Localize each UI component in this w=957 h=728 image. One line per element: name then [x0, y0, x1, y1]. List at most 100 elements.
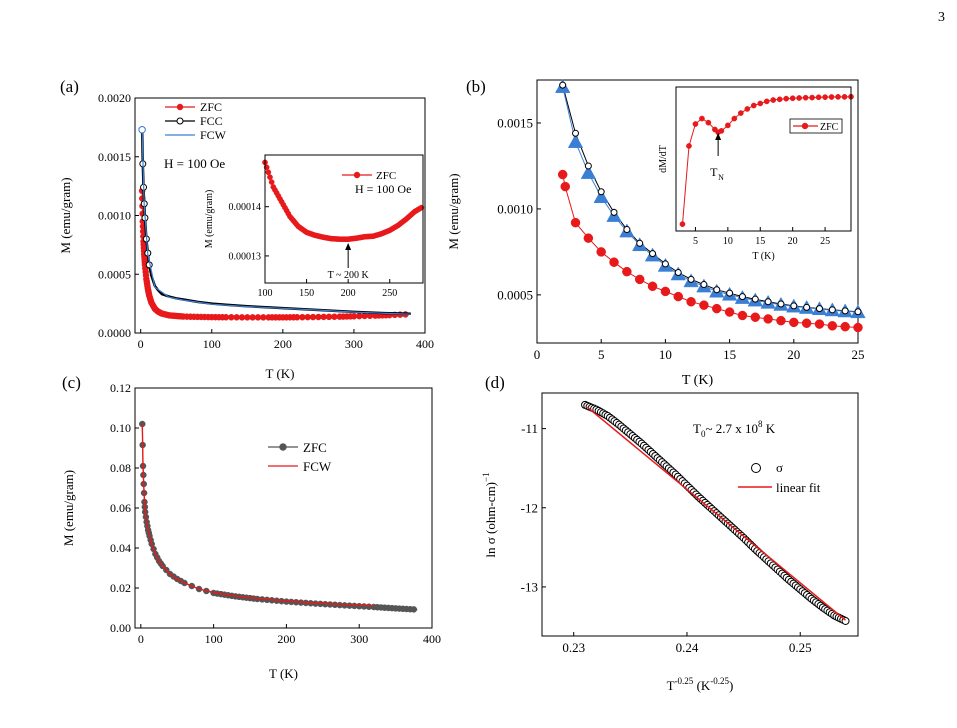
panel-b-inset-point — [770, 97, 777, 103]
panel-b-fcc-point — [661, 260, 669, 268]
panel-c-legend-zfc-marker — [279, 443, 287, 451]
panel-b-x-tick-label: 25 — [852, 347, 865, 362]
panel-d-frame — [541, 392, 859, 637]
panel-a-inset-x-tick-label: 150 — [299, 288, 314, 299]
panel-b-inset-point — [783, 95, 790, 102]
panel-a-ylabel: M (emu/gram) — [58, 177, 73, 253]
panel-b-inset-point — [737, 110, 744, 116]
panel-a-inset-frame — [264, 154, 424, 284]
panel-b-fcw-point — [567, 134, 584, 148]
panel-a-legend-fcc-marker — [176, 117, 184, 125]
panel-b-inset-point — [725, 122, 731, 129]
panel-c-y-tick-label: 0.12 — [110, 381, 131, 395]
panel-d: (d) 0.23 0.24 0.25 -11 -12 -13 T-0.25 (K-0.25) l… — [481, 373, 859, 693]
panel-b-y-tick-label: 0.0010 — [497, 201, 533, 216]
panel-d-x-tick-label: 0.23 — [562, 640, 585, 655]
panel-c-y-tick-label: 0.08 — [110, 461, 131, 475]
panel-d-ylabel: ln σ (ohm-cm)−1 — [481, 472, 498, 557]
panel-b-inset-bg — [676, 87, 851, 231]
panel-b-inset-x-tick-label: 10 — [723, 236, 733, 247]
panel-b-zfc-point — [737, 310, 748, 321]
panel-b-inset-point — [835, 94, 841, 100]
panel-a-y-tick-label: 0.0000 — [98, 326, 131, 340]
panel-a-legend-zfc-label: ZFC — [200, 100, 222, 114]
panel-a-xlabel: T (K) — [265, 366, 294, 381]
panel-b-inset-point — [796, 95, 802, 101]
panel-b-inset-point — [789, 95, 796, 102]
panel-a-fcw-line — [141, 130, 411, 315]
panel-a-inset-x-tick-label: 100 — [258, 288, 273, 299]
panel-c-zfc-point — [410, 606, 418, 613]
panel-b-zfc-point — [853, 322, 863, 333]
panel-b-inset-point — [815, 94, 822, 101]
panel-a-inset-arrow-label: T ~ 200 K — [328, 270, 370, 281]
panel-a-y-tick-label: 0.0020 — [98, 91, 131, 105]
panel-b-x-tick-label: 15 — [723, 347, 736, 362]
panel-c-x-tick-label: 100 — [205, 632, 223, 646]
panel-c-y-tick-label: 0.02 — [110, 581, 131, 595]
panel-a-x-tick-label: 100 — [203, 337, 221, 351]
panel-b-inset-arrow-label: T — [710, 165, 718, 179]
panel-c-xlabel: T (K) — [269, 666, 298, 681]
panel-b-fcw-point — [593, 189, 609, 203]
panel-b-zfc-point — [712, 303, 722, 314]
panel-b-fcc-point — [828, 306, 836, 314]
panel-a-inset-y-tick-label: 0.00013 — [229, 251, 262, 262]
panel-a-y-tick-label: 0.0015 — [98, 150, 131, 164]
panel-b-inset-legend-label: ZFC — [820, 122, 839, 133]
panel-b-fcc-point — [584, 162, 592, 170]
panel-d-legend-sigma-label: σ — [776, 460, 783, 475]
panel-a-x-tick-label: 200 — [274, 337, 292, 351]
panel-b-zfc-point — [634, 274, 645, 285]
panel-d-label: (d) — [485, 373, 505, 392]
panel-b-zfc-point — [622, 266, 632, 277]
panel-b-fcc-point — [687, 275, 695, 283]
panel-b-inset-arrow-head — [715, 133, 722, 140]
panel-c-x-tick-label: 0 — [138, 632, 144, 646]
panel-b-inset-point — [686, 143, 692, 149]
panel-a-y-tick-label: 0.0010 — [98, 209, 131, 223]
panel-a-inset-x-tick-label: 200 — [341, 288, 356, 299]
panel-b-fcc-point — [674, 269, 682, 277]
panel-b-inset-x-tick-label: 5 — [693, 236, 698, 247]
panel-b-zfc-point — [814, 319, 825, 329]
panel-b: (b) 0 5 10 15 20 25 0.0005 0.0010 0.0015 T (K) M (e… — [446, 77, 866, 388]
panel-b-fcc-point — [854, 308, 862, 316]
page-number: 3 — [938, 10, 945, 25]
panel-b-xlabel: T (K) — [682, 373, 714, 388]
panel-b-zfc-point — [557, 169, 568, 180]
panel-c-x-tick-label: 300 — [350, 632, 368, 646]
panel-a-inset-legend-marker — [353, 171, 361, 179]
panel-a-inset-ylabel: M (emu/gram) — [204, 190, 215, 249]
panel-b-inset-xlabel: T (K) — [752, 251, 774, 262]
panel-d-x-tick-label: 0.24 — [676, 640, 699, 655]
panel-a-field-annotation: H = 100 Oe — [164, 156, 225, 171]
panel-b-frame — [536, 79, 859, 344]
panel-a-inset-x-tick-label: 250 — [382, 288, 397, 299]
panel-b-inset-point — [705, 119, 712, 126]
panel-b-fcc-point — [572, 129, 580, 137]
panel-c-y-tick-label: 0.06 — [110, 501, 131, 515]
panel-b-inset-point — [757, 100, 764, 107]
panel-b-inset-point — [802, 94, 809, 101]
panel-b-fcc-point — [803, 303, 811, 311]
panel-b-zfc-point — [724, 307, 735, 317]
panel-b-fcc-point — [636, 239, 644, 247]
panel-c-legend-zfc-label: ZFC — [303, 440, 327, 455]
panel-b-zfc-point — [560, 181, 570, 192]
panel-b-fcc-point — [764, 298, 772, 306]
panel-b-x-tick-label: 5 — [598, 347, 605, 362]
panel-b-inset-point — [776, 96, 783, 103]
panel-b-fcc-point — [726, 289, 734, 297]
panel-b-zfc-point — [609, 257, 619, 267]
panel-b-x-tick-label: 20 — [787, 347, 800, 362]
panel-b-zfc-point — [660, 286, 671, 297]
panel-d-x-tick-label: 0.25 — [789, 640, 812, 655]
panel-b-zfc-point — [583, 233, 594, 243]
panel-b-zfc-point — [827, 321, 838, 331]
panel-c-ylabel: M (emu/gram) — [61, 470, 76, 546]
panel-b-inset-x-tick-label: 25 — [820, 236, 830, 247]
panel-b-fcc-point — [777, 300, 785, 308]
panel-c-frame — [134, 387, 433, 629]
